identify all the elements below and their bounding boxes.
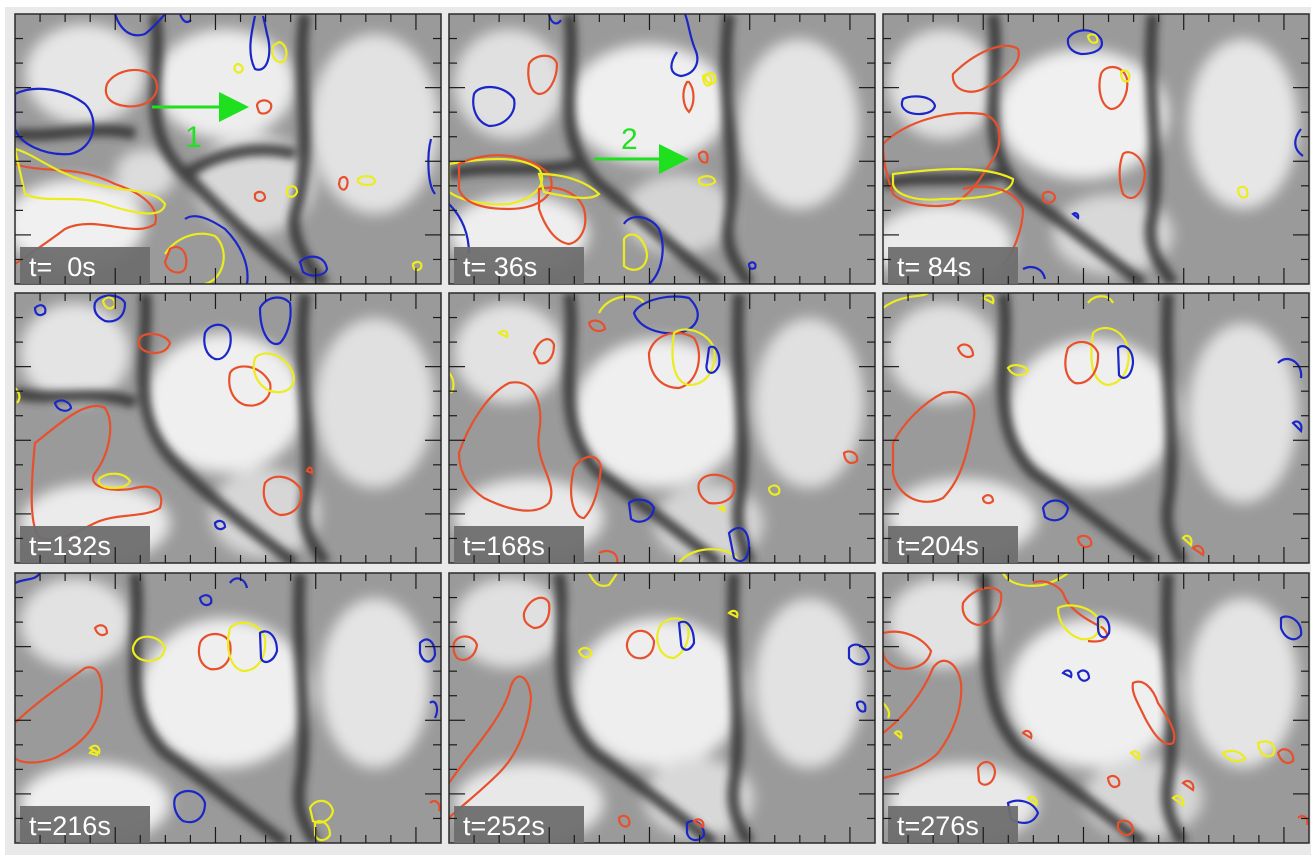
panel-5: t=168s	[448, 292, 876, 564]
time-label: t=276s	[897, 811, 979, 841]
time-label: t= 0s	[29, 252, 96, 282]
time-label: t=132s	[29, 531, 111, 561]
panel-3: t= 84s	[882, 13, 1310, 285]
panel-1: 1 t= 0s	[14, 13, 442, 285]
axis-ticks	[15, 14, 1309, 843]
time-label: t= 84s	[897, 252, 971, 282]
time-label: t= 36s	[463, 252, 537, 282]
time-label-box	[888, 247, 1018, 284]
time-label-box	[454, 526, 584, 563]
time-label-box	[20, 526, 150, 563]
panel-9: t=276s	[882, 572, 1310, 844]
time-label-box	[888, 806, 1018, 843]
panel-8: t=252s	[448, 572, 876, 844]
panel-6: t=204s	[882, 292, 1310, 564]
time-label: t=216s	[29, 811, 111, 841]
panel-7: t=216s	[14, 572, 442, 844]
panel-4: t=132s	[14, 292, 442, 564]
time-label-box	[888, 526, 1018, 563]
time-label-box	[454, 247, 584, 284]
time-label: t=252s	[463, 811, 545, 841]
arrow-label-2: 2	[621, 123, 638, 156]
time-label-box	[20, 247, 150, 284]
time-label: t=168s	[463, 531, 545, 561]
arrow-label-1: 1	[185, 121, 202, 154]
panel-2: 2 t= 36s	[448, 13, 876, 285]
time-label: t=204s	[897, 531, 979, 561]
time-label-box	[20, 806, 150, 843]
time-label-box	[454, 806, 584, 843]
